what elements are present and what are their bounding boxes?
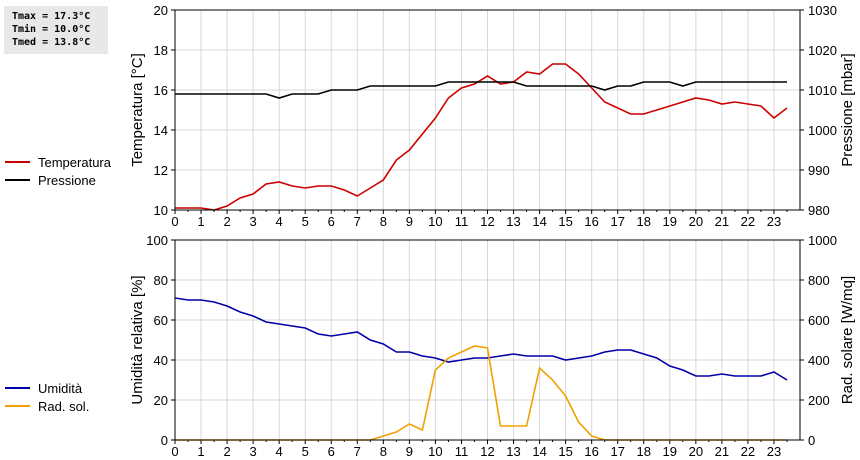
y-tick-label: 60 xyxy=(154,313,168,328)
y2-tick-label: 980 xyxy=(808,203,830,218)
y-tick-label: 14 xyxy=(154,123,168,138)
stats-box: Tmax = 17.3°C Tmin = 10.0°C Tmed = 13.8°… xyxy=(4,6,108,54)
x-tick-label: 10 xyxy=(428,214,442,229)
x-tick-label: 5 xyxy=(302,214,309,229)
series-line-0 xyxy=(175,63,788,211)
y-tick-label: 18 xyxy=(154,43,168,58)
y-tick-label: 80 xyxy=(154,273,168,288)
series-line-2 xyxy=(174,297,788,381)
legend-label: Temperatura xyxy=(38,155,112,170)
y-tick-label: 20 xyxy=(154,3,168,18)
x-tick-label: 6 xyxy=(328,214,335,229)
y-tick-label: 0 xyxy=(161,433,168,448)
plot-frame xyxy=(174,239,801,441)
x-tick-label: 9 xyxy=(406,214,413,229)
x-tick-label: 8 xyxy=(380,444,387,459)
y2-axis-label: Rad. solare [W/mq] xyxy=(839,276,856,404)
x-tick-label: 4 xyxy=(276,214,283,229)
x-tick-label: 0 xyxy=(171,214,178,229)
y-tick-label: 40 xyxy=(154,353,168,368)
x-tick-label: 17 xyxy=(610,214,624,229)
y-axis-label: Temperatura [°C] xyxy=(129,53,146,167)
y2-tick-label: 1010 xyxy=(808,83,837,98)
x-tick-label: 23 xyxy=(767,444,781,459)
tmin-label: Tmin = 10.0°C xyxy=(12,24,91,35)
x-tick-label: 1 xyxy=(197,444,204,459)
x-tick-label: 7 xyxy=(354,214,361,229)
x-tick-label: 18 xyxy=(637,214,651,229)
x-tick-label: 3 xyxy=(250,444,257,459)
x-tick-label: 2 xyxy=(223,444,230,459)
y2-tick-label: 1000 xyxy=(808,233,837,248)
x-tick-label: 9 xyxy=(406,444,413,459)
x-tick-label: 21 xyxy=(715,444,729,459)
x-tick-label: 4 xyxy=(276,444,283,459)
y2-tick-label: 1000 xyxy=(808,123,837,138)
y2-tick-label: 0 xyxy=(808,433,815,448)
x-tick-label: 0 xyxy=(171,444,178,459)
y-tick-label: 10 xyxy=(154,203,168,218)
x-tick-label: 19 xyxy=(663,214,677,229)
x-tick-label: 12 xyxy=(480,214,494,229)
y2-tick-label: 800 xyxy=(808,273,830,288)
legend-label: Pressione xyxy=(38,173,96,188)
x-tick-label: 20 xyxy=(689,214,703,229)
x-tick-label: 13 xyxy=(506,214,520,229)
tmax-label: Tmax = 17.3°C xyxy=(12,11,91,22)
x-tick-label: 2 xyxy=(223,214,230,229)
x-tick-label: 6 xyxy=(328,444,335,459)
x-tick-label: 23 xyxy=(767,214,781,229)
x-tick-label: 8 xyxy=(380,214,387,229)
x-tick-label: 10 xyxy=(428,444,442,459)
y-axis-label: Umidità relativa [%] xyxy=(129,275,146,404)
y-tick-label: 16 xyxy=(154,83,168,98)
x-tick-label: 1 xyxy=(197,214,204,229)
x-tick-label: 3 xyxy=(250,214,257,229)
x-tick-label: 14 xyxy=(532,214,546,229)
legend-label: Rad. sol. xyxy=(38,399,89,414)
y-tick-label: 100 xyxy=(146,233,168,248)
legend-label: Umidità xyxy=(38,381,83,396)
series-line-1 xyxy=(175,81,787,99)
y-tick-label: 12 xyxy=(154,163,168,178)
x-tick-label: 7 xyxy=(354,444,361,459)
x-tick-label: 12 xyxy=(480,444,494,459)
y2-axis-label: Pressione [mbar] xyxy=(839,53,856,166)
x-tick-label: 17 xyxy=(610,444,624,459)
x-tick-label: 16 xyxy=(584,214,598,229)
y2-tick-label: 400 xyxy=(808,353,830,368)
x-tick-label: 20 xyxy=(689,444,703,459)
x-tick-label: 11 xyxy=(455,214,469,229)
y2-tick-label: 200 xyxy=(808,393,830,408)
x-tick-label: 18 xyxy=(637,444,651,459)
y2-tick-label: 990 xyxy=(808,163,830,178)
x-tick-label: 11 xyxy=(455,444,469,459)
x-tick-label: 16 xyxy=(584,444,598,459)
x-tick-label: 22 xyxy=(741,214,755,229)
x-tick-label: 13 xyxy=(506,444,520,459)
x-tick-label: 21 xyxy=(715,214,729,229)
y2-tick-label: 600 xyxy=(808,313,830,328)
x-tick-label: 15 xyxy=(558,214,572,229)
x-tick-label: 5 xyxy=(302,444,309,459)
plot-frame xyxy=(174,9,801,211)
x-tick-label: 22 xyxy=(741,444,755,459)
tmed-label: Tmed = 13.8°C xyxy=(12,37,91,48)
y-tick-label: 20 xyxy=(154,393,168,408)
x-tick-label: 19 xyxy=(663,444,677,459)
x-tick-label: 14 xyxy=(532,444,546,459)
x-tick-label: 15 xyxy=(558,444,572,459)
y2-tick-label: 1020 xyxy=(808,43,837,58)
y2-tick-label: 1030 xyxy=(808,3,837,18)
